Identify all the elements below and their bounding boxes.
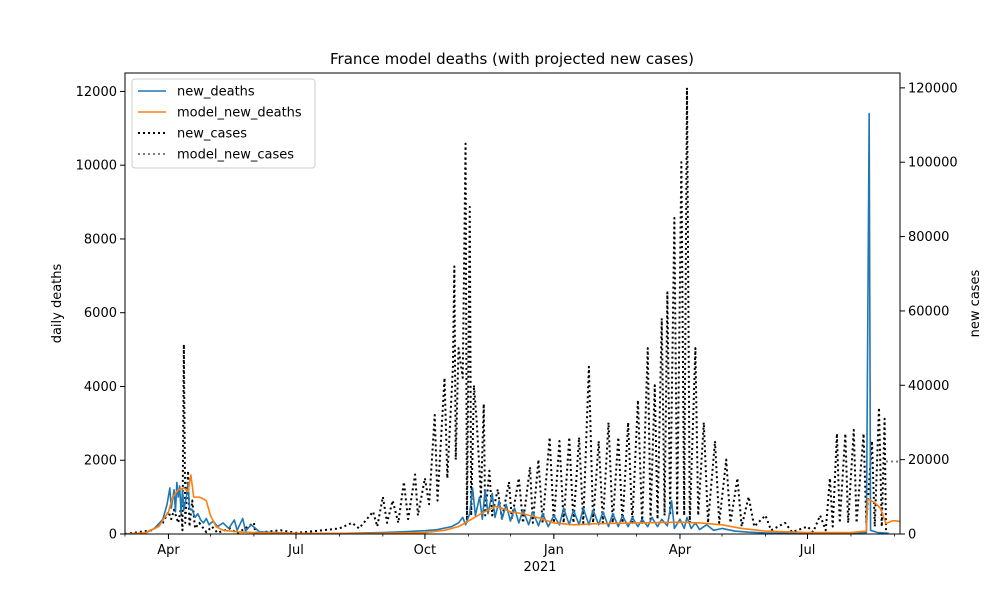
y-left-tick-label: 4000 bbox=[84, 380, 117, 395]
x-tick-label: Jul bbox=[287, 543, 304, 558]
legend-box bbox=[131, 78, 316, 169]
x-tick-label: Jan bbox=[543, 543, 564, 558]
axes-layer: Apr Jul Oct Jan Apr Jul 0 2000 4000 6000 8000 10000… bbox=[76, 81, 958, 558]
y-right-tick-label: 80000 bbox=[908, 230, 949, 245]
y-left-tick-label: 2000 bbox=[84, 454, 117, 469]
y-left-tick-label: 0 bbox=[109, 528, 117, 543]
legend: new_deaths model_new_deaths new_casesmodel… bbox=[131, 78, 316, 169]
legend-label: model_new_deaths bbox=[177, 106, 302, 121]
x-tick-label: Apr bbox=[669, 543, 692, 558]
x-tick-label: Apr bbox=[157, 543, 180, 558]
y-right-tick-label: 120000 bbox=[908, 81, 958, 96]
series-line-model-new-deaths bbox=[125, 474, 900, 534]
y-right-tick-label: 60000 bbox=[908, 304, 949, 319]
series-line-new-deaths bbox=[125, 112, 889, 534]
series-layer bbox=[125, 86, 900, 534]
plot-frame bbox=[124, 72, 901, 535]
y-left-tick-label: 10000 bbox=[76, 159, 117, 174]
series-line-new-cases bbox=[125, 86, 887, 534]
x-axis-year-label: 2021 bbox=[523, 560, 556, 575]
legend-label: new_deaths bbox=[177, 85, 255, 100]
y-right-tick-label: 20000 bbox=[908, 453, 949, 468]
y-right-tick-label: 40000 bbox=[908, 379, 949, 394]
y-right-tick-label: 100000 bbox=[908, 156, 958, 171]
y-left-axis-label: daily deaths bbox=[50, 263, 65, 343]
y-right-tick-label: 0 bbox=[908, 528, 916, 543]
legend-label: model_new_cases bbox=[177, 148, 294, 163]
legend-label: new_cases bbox=[177, 127, 247, 142]
chart-title: France model deaths (with projected new … bbox=[330, 50, 694, 68]
y-left-tick-label: 12000 bbox=[76, 85, 117, 100]
x-tick-label: Oct bbox=[414, 543, 436, 558]
y-right-axis-label: new cases bbox=[968, 269, 983, 337]
y-left-tick-label: 8000 bbox=[84, 232, 117, 247]
x-tick-label: Jul bbox=[799, 543, 816, 558]
y-left-tick-label: 6000 bbox=[84, 306, 117, 321]
